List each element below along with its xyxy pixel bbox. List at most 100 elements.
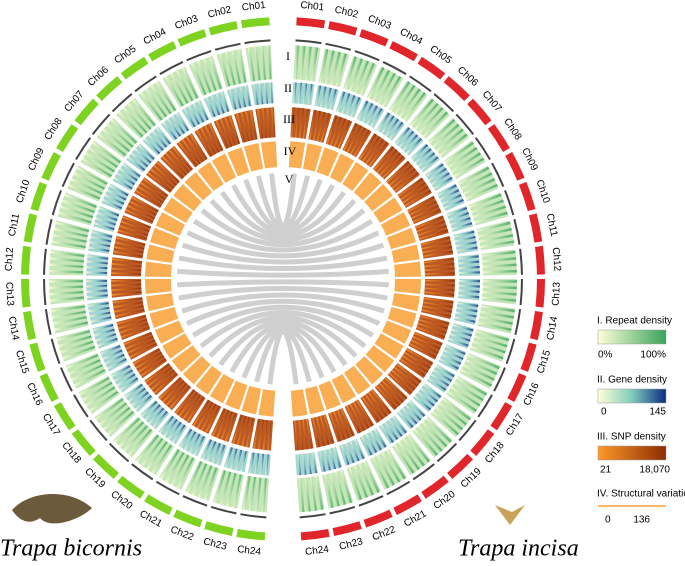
track-stripe xyxy=(323,449,331,471)
track-stripe xyxy=(421,421,448,448)
track-stripe xyxy=(435,406,464,431)
track-stripe xyxy=(350,96,361,118)
track-stripe xyxy=(424,267,455,272)
tick-ring xyxy=(382,61,407,75)
track-stripe xyxy=(293,82,297,104)
track-stripe xyxy=(97,337,118,347)
track-stripe xyxy=(302,83,308,105)
track-stripe xyxy=(370,107,383,128)
track-stripe xyxy=(113,301,144,309)
chromosome-label: Ch02 xyxy=(207,4,233,20)
chromosome-band xyxy=(528,213,543,243)
track-stripe xyxy=(333,447,342,468)
track-stripe xyxy=(424,262,455,268)
track-stripe xyxy=(74,369,106,387)
chromosome-band xyxy=(56,124,79,152)
synteny-link xyxy=(185,298,381,326)
track-stripe xyxy=(458,260,480,265)
track-stripe xyxy=(213,470,226,504)
track-stripe xyxy=(393,444,415,474)
track-stripe xyxy=(437,184,457,197)
track-stripe xyxy=(353,465,369,498)
track-stripe xyxy=(137,144,155,160)
track-stripe xyxy=(159,415,174,434)
chromosome-band xyxy=(389,41,418,62)
track-stripe xyxy=(457,255,479,260)
chromosome-label: Ch21 xyxy=(137,508,164,529)
chromosome-label: Ch03 xyxy=(366,13,393,32)
track-stripe xyxy=(202,58,217,92)
track-stripe xyxy=(356,399,374,427)
track-stripe xyxy=(151,130,168,148)
tick-ring xyxy=(519,248,523,275)
track-stripe xyxy=(140,92,163,121)
track-stripe xyxy=(137,185,164,204)
track-stripe xyxy=(232,414,243,444)
track-segment xyxy=(381,320,412,344)
legend-bar xyxy=(597,329,667,345)
track-stripe xyxy=(385,118,399,137)
track-stripe xyxy=(181,138,201,165)
tick-ring xyxy=(159,61,184,75)
chromosome-label: Ch24 xyxy=(304,544,330,558)
track-segment xyxy=(243,143,264,172)
track-stripe xyxy=(119,224,149,236)
track-stripe xyxy=(319,48,329,83)
track-stripe xyxy=(161,155,184,179)
track-segment xyxy=(146,244,175,263)
track-stripe xyxy=(422,245,453,254)
track-stripe xyxy=(333,411,346,440)
track-stripe xyxy=(417,322,447,334)
track-stripe xyxy=(357,100,369,121)
track-stripe xyxy=(53,316,87,325)
track-stripe xyxy=(319,86,327,108)
track-stripe xyxy=(413,428,439,456)
track-stripe xyxy=(448,212,469,221)
track-segment xyxy=(386,160,420,194)
chromosome-label: Ch17 xyxy=(40,412,62,438)
track-stripe xyxy=(482,290,517,296)
track-stripe xyxy=(135,434,160,463)
track-stripe xyxy=(405,404,422,421)
track-stripe xyxy=(373,146,394,171)
track-stripe xyxy=(447,390,477,412)
chromosome-band xyxy=(29,342,46,372)
track-stripe xyxy=(90,235,112,243)
chromosome-label: Ch17 xyxy=(504,411,526,437)
tracks xyxy=(21,17,545,541)
track-stripe xyxy=(301,453,307,475)
track-stripe xyxy=(197,100,209,121)
chromosome-band xyxy=(23,311,37,341)
track-stripe xyxy=(95,398,124,421)
track-stripe xyxy=(174,389,195,414)
track-stripe xyxy=(203,467,218,501)
track-stripe xyxy=(119,322,149,334)
track-stripe xyxy=(216,409,230,439)
track-segment xyxy=(211,153,237,183)
track-stripe xyxy=(253,418,261,449)
track-stripe xyxy=(323,414,334,444)
track-stripe xyxy=(95,217,116,226)
track-stripe xyxy=(239,86,247,108)
track-stripe xyxy=(443,349,464,360)
synteny-link xyxy=(178,286,388,301)
track-stripe xyxy=(371,457,390,489)
legend-min: 21 xyxy=(600,465,612,476)
track-stripe xyxy=(359,62,375,96)
track-segment xyxy=(396,400,426,430)
track-stripe xyxy=(111,262,142,268)
track-stripe xyxy=(402,134,419,151)
track-segment xyxy=(290,389,308,417)
track-stripe xyxy=(175,69,194,102)
track-stripe xyxy=(443,198,464,210)
track-stripe xyxy=(164,75,184,107)
track-stripe xyxy=(106,123,134,148)
track-segment xyxy=(255,107,276,139)
track-stripe xyxy=(465,183,498,200)
track-stripe xyxy=(117,111,144,138)
tick-ring xyxy=(436,442,458,463)
chromosome-label: Ch08 xyxy=(501,116,524,142)
track-stripe xyxy=(298,108,305,139)
track-stripe xyxy=(122,216,151,229)
